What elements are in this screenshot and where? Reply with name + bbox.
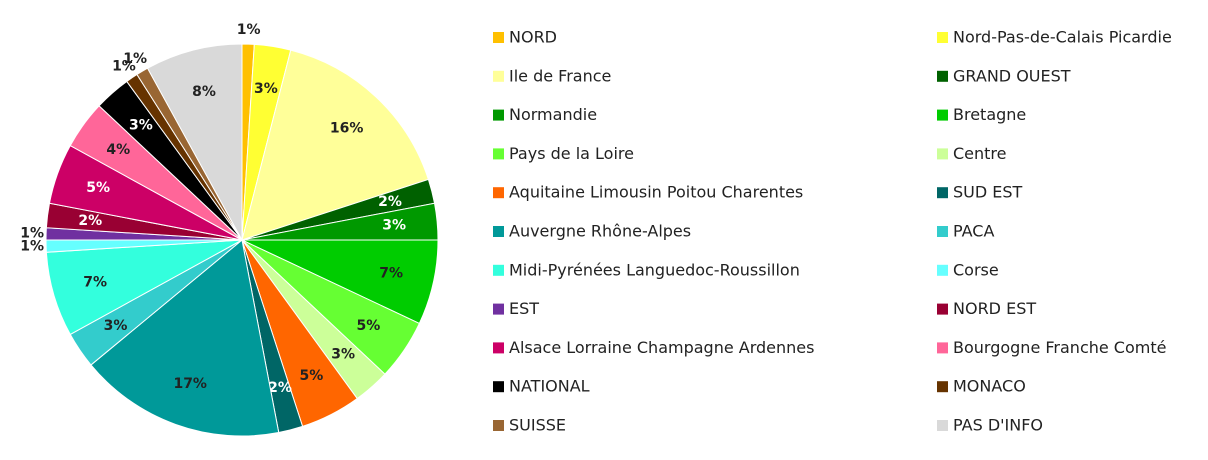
legend-swatch — [493, 70, 504, 82]
data-label: 7% — [379, 265, 403, 281]
legend-label: Alsace Lorraine Champagne Ardennes — [509, 338, 814, 357]
legend-label: MONACO — [953, 377, 1026, 396]
legend-swatch — [493, 303, 504, 315]
legend-swatch — [937, 226, 948, 237]
data-label: 4% — [106, 142, 130, 158]
data-label: 3% — [382, 218, 406, 234]
legend-label: Bretagne — [953, 105, 1026, 124]
pie-slice — [241, 49, 430, 241]
legend-swatch — [493, 32, 504, 43]
data-label: 3% — [331, 347, 355, 363]
data-label: 5% — [86, 180, 110, 196]
data-label: 1% — [20, 225, 44, 241]
legend-swatch — [937, 187, 948, 199]
legend-label: PAS D'INFO — [953, 416, 1043, 435]
legend-swatch — [493, 381, 504, 393]
pie-slice — [90, 239, 280, 437]
legend-label: SUISSE — [509, 416, 566, 435]
legend-label: NATIONAL — [509, 377, 590, 396]
data-label: 3% — [104, 318, 128, 334]
legend-swatch — [937, 420, 948, 431]
legend-label: Normandie — [509, 105, 597, 124]
legend-swatch — [493, 226, 504, 237]
legend-label: Bourgogne Franche Comté — [953, 338, 1166, 357]
data-label: 1% — [112, 58, 136, 74]
legend-label: Nord-Pas-de-Calais Picardie — [953, 28, 1172, 47]
legend-label: Pays de la Loire — [509, 144, 634, 163]
legend-label: Auvergne Rhône-Alpes — [509, 222, 691, 241]
data-label: 1% — [123, 51, 147, 67]
data-label: 2% — [378, 194, 402, 210]
legend-swatch — [493, 264, 504, 276]
legend-swatch — [937, 32, 948, 43]
legend-label: Midi-Pyrénées Languedoc-Roussillon — [509, 260, 800, 279]
legend-swatch — [937, 148, 948, 160]
legend-label: Ile de France — [509, 66, 611, 85]
data-label: 16% — [330, 121, 364, 137]
legend-label: Centre — [953, 144, 1007, 163]
data-label: 5% — [357, 318, 381, 334]
data-label: 17% — [173, 376, 207, 392]
legend-swatch — [937, 381, 948, 393]
legend-label: NORD — [509, 28, 557, 47]
data-label: 7% — [83, 275, 107, 291]
data-label: 5% — [300, 368, 324, 384]
legend-label: PACA — [953, 222, 994, 241]
legend-swatch — [937, 342, 948, 354]
legend-label: SUD EST — [953, 183, 1023, 202]
pie-slice — [146, 43, 243, 241]
data-label: 3% — [254, 81, 278, 97]
legend-swatch — [493, 187, 504, 199]
legend-swatch — [493, 342, 504, 354]
legend-swatch — [937, 109, 948, 121]
data-label: 2% — [78, 213, 102, 229]
legend-swatch — [937, 303, 948, 315]
data-label: 2% — [268, 380, 292, 396]
legend-label: Aquitaine Limousin Poitou Charentes — [509, 183, 803, 202]
data-label: 8% — [192, 84, 216, 100]
data-label: 1% — [20, 239, 44, 255]
legend-swatch — [937, 264, 948, 276]
legend-swatch — [493, 148, 504, 160]
legend-swatch — [493, 420, 504, 431]
data-label: 1% — [237, 22, 261, 38]
legend-label: Corse — [953, 260, 999, 279]
legend-label: NORD EST — [953, 299, 1036, 318]
legend-swatch — [937, 70, 948, 82]
legend-swatch — [493, 109, 504, 121]
data-label: 3% — [129, 117, 153, 133]
legend-label: GRAND OUEST — [953, 66, 1071, 85]
legend-label: EST — [509, 299, 539, 318]
